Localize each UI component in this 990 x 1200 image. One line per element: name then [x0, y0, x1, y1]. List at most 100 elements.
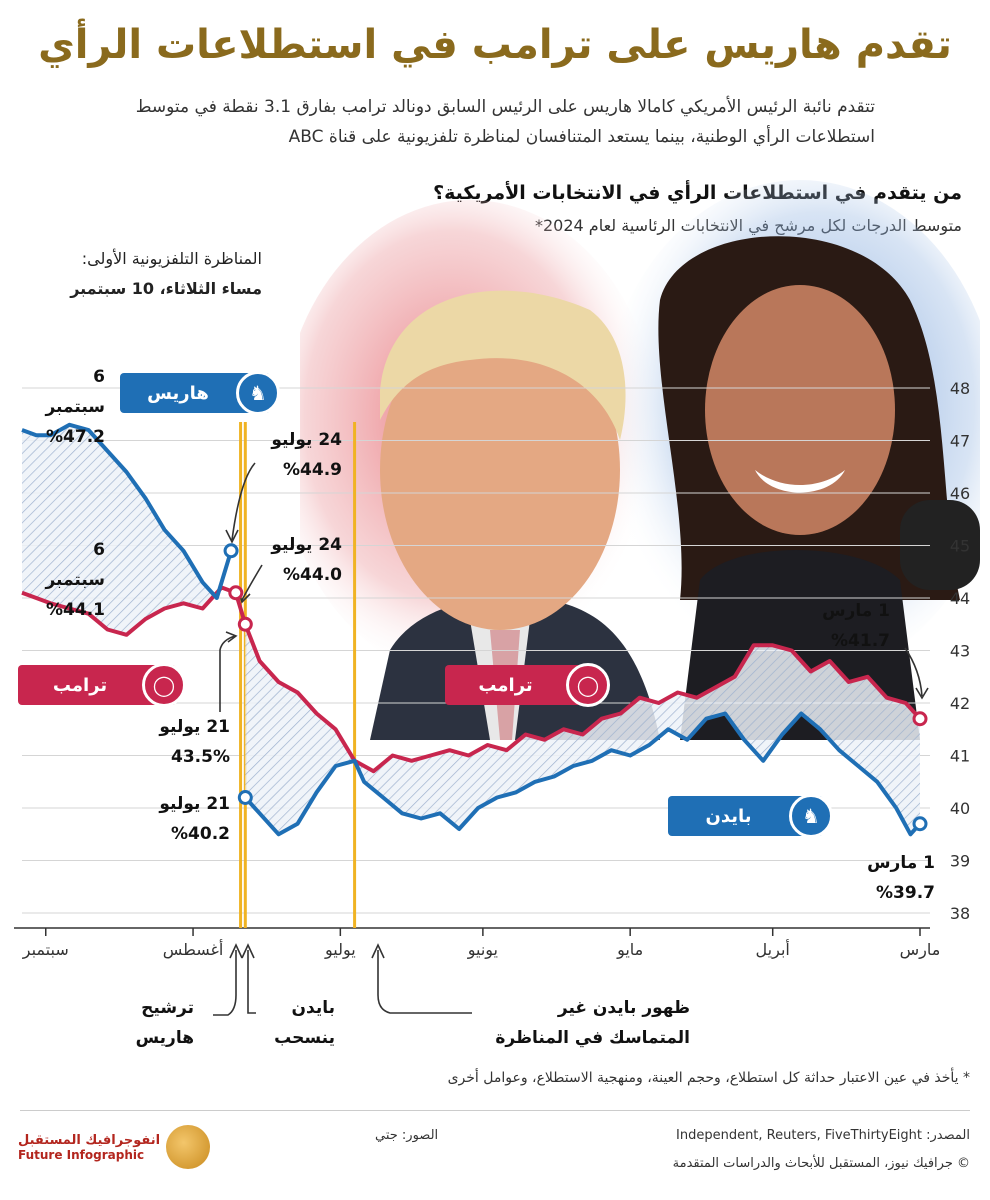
x-tick-label: أبريل	[756, 939, 790, 960]
x-tick-label: مارس	[900, 940, 941, 960]
point-marker	[237, 790, 253, 805]
x-tick-label: يونيو	[467, 940, 498, 960]
debate-note: المناظرة التلفزيونية الأولى: مساء الثلاث…	[22, 244, 262, 304]
trump-badge-left-label: ترامب	[52, 674, 108, 696]
y-tick-label: 40	[950, 799, 970, 818]
trump-badge-right: ترامب ◯	[445, 663, 610, 707]
y-tick-label: 47	[950, 432, 970, 451]
harris-jul24-label: 24 يوليو %44.9	[262, 425, 342, 485]
debate-note-line2: مساء الثلاثاء، 10 سبتمبر	[70, 279, 262, 298]
elephant-icon: ◯	[142, 663, 186, 707]
label-date: 24 يوليو	[271, 535, 342, 555]
gap-fills	[22, 424, 921, 835]
x-axis: مارس أبريل مايو يونيو يوليو أغسطس سبتمبر	[14, 927, 941, 960]
y-tick-labels: 38 39 40 41 42 43 44 45 46 47 48	[950, 379, 970, 923]
gap-fill-biden-trump	[245, 624, 921, 835]
label-value: %44.0	[283, 565, 342, 585]
harris-badge-label: هاريس	[147, 382, 209, 404]
event-line2: المتماسك في المناظرة	[495, 1028, 690, 1048]
elephant-icon: ◯	[566, 663, 610, 707]
label-value: %44.1	[46, 600, 105, 620]
arrow-trump-jul21	[219, 631, 238, 712]
future-infographic-logo: انفوجرافيك المستقبل Future Infographic	[18, 1125, 211, 1169]
label-value: %41.7	[831, 631, 890, 651]
x-tick-label: يوليو	[324, 940, 356, 960]
source: المصدر: Independent, Reuters, FiveThirty…	[676, 1128, 970, 1143]
arrow-trump-mar1	[904, 647, 929, 700]
series-lines	[21, 422, 922, 837]
debate-note-line1: المناظرة التلفزيونية الأولى:	[81, 249, 262, 268]
endpoint-markers	[223, 543, 928, 832]
point-marker	[912, 816, 928, 832]
label-value: %40.2	[171, 824, 230, 844]
subtitle: تتقدم نائبة الرئيس الأمريكي كامالا هاريس…	[135, 97, 875, 147]
donkey-icon: ♞	[236, 371, 280, 415]
photo-credit: الصور: جتي	[375, 1128, 439, 1143]
point-marker	[223, 543, 239, 559]
biden-badge: بايدن ♞	[668, 794, 833, 838]
y-tick-label: 43	[950, 642, 970, 661]
series-line	[243, 711, 922, 837]
biden-mar1-label: 1 مارس %39.7	[860, 848, 935, 908]
footnote: * يأخذ في عين الاعتبار حداثة كل استطلاع،…	[447, 1070, 970, 1086]
arrow-harris-jul24	[225, 462, 256, 544]
trump-badge-left: ترامب ◯	[18, 663, 186, 707]
trump-jul21-label: 21 يوليو 43.5%	[150, 712, 230, 772]
y-tick-label: 46	[950, 484, 970, 503]
globe-icon	[166, 1125, 211, 1169]
event-line1: ظهور بايدن غير	[557, 998, 690, 1018]
point-marker	[912, 711, 928, 727]
arrow-biden-debate	[371, 943, 472, 1014]
y-tick-label: 39	[950, 852, 970, 871]
trump-jul24-label: 24 يوليو %44.0	[262, 530, 342, 590]
trump-sep6-label: 6 سبتمبر %44.1	[30, 535, 105, 625]
arrow-harris-nomination	[213, 943, 243, 1016]
label-date: 6 سبتمبر	[45, 540, 105, 590]
page-title: تقدم هاريس على ترامب في استطلاعات الرأي	[38, 22, 952, 68]
label-value: %39.7	[876, 883, 935, 903]
label-date: 21 يوليو	[159, 717, 230, 737]
y-tick-label: 48	[950, 379, 970, 398]
copyright: © جرافيك نيوز، المستقبل للأبحاث والدراسا…	[672, 1156, 970, 1171]
event-biden-debate: ظهور بايدن غير المتماسك في المناظرة	[470, 993, 690, 1053]
logo-english: Future Infographic	[18, 1147, 145, 1162]
trump-mar1-label: 1 مارس %41.7	[815, 596, 890, 656]
footer-divider	[20, 1110, 970, 1111]
event-line2: هاريس	[135, 1028, 194, 1048]
event-line1: ترشيح	[141, 998, 194, 1018]
label-date: 21 يوليو	[159, 794, 230, 814]
series-line	[21, 585, 922, 774]
series-line	[21, 422, 234, 600]
biden-jul21-label: 21 يوليو %40.2	[150, 789, 230, 849]
x-tick-label: أغسطس	[163, 939, 224, 960]
y-tick-label: 38	[950, 904, 970, 923]
y-tick-label: 41	[950, 747, 970, 766]
label-date: 6 سبتمبر	[45, 367, 105, 417]
y-tick-label: 45	[950, 537, 970, 556]
gap-fill-harris-trump	[22, 424, 232, 635]
label-value: %47.2	[46, 427, 105, 447]
event-biden-withdraws: بايدن ينسحب	[255, 993, 335, 1053]
label-value: 43.5%	[171, 747, 230, 767]
point-marker	[228, 585, 244, 601]
trump-badge-right-label: ترامب	[478, 674, 533, 696]
label-value: %44.9	[283, 460, 342, 480]
harris-sep6-label: 6 سبتمبر %47.2	[30, 362, 105, 452]
arrow-biden-withdraws	[241, 943, 256, 1014]
event-harris-nomination: ترشيح هاريس	[112, 993, 194, 1053]
label-date: 24 يوليو	[271, 430, 342, 450]
y-tick-label: 44	[950, 589, 970, 608]
label-date: 1 مارس	[867, 853, 935, 873]
event-line1: بايدن	[291, 998, 335, 1018]
event-line2: ينسحب	[274, 1028, 335, 1048]
poll-line-chart: 38 39 40 41 42 43 44 45 46 47 48 مارس أبريل مايو يوني…	[14, 379, 970, 1016]
label-date: 1 مارس	[822, 601, 890, 621]
y-tick-label: 42	[950, 694, 970, 713]
donkey-icon: ♞	[789, 794, 833, 838]
logo-arabic: انفوجرافيك المستقبل	[18, 1132, 161, 1148]
harris-badge: هاريس ♞	[120, 371, 280, 415]
x-tick-label: سبتمبر	[22, 940, 69, 960]
annotation-arrows	[213, 462, 929, 1016]
point-marker	[237, 616, 253, 632]
x-tick-label: مايو	[616, 940, 643, 960]
